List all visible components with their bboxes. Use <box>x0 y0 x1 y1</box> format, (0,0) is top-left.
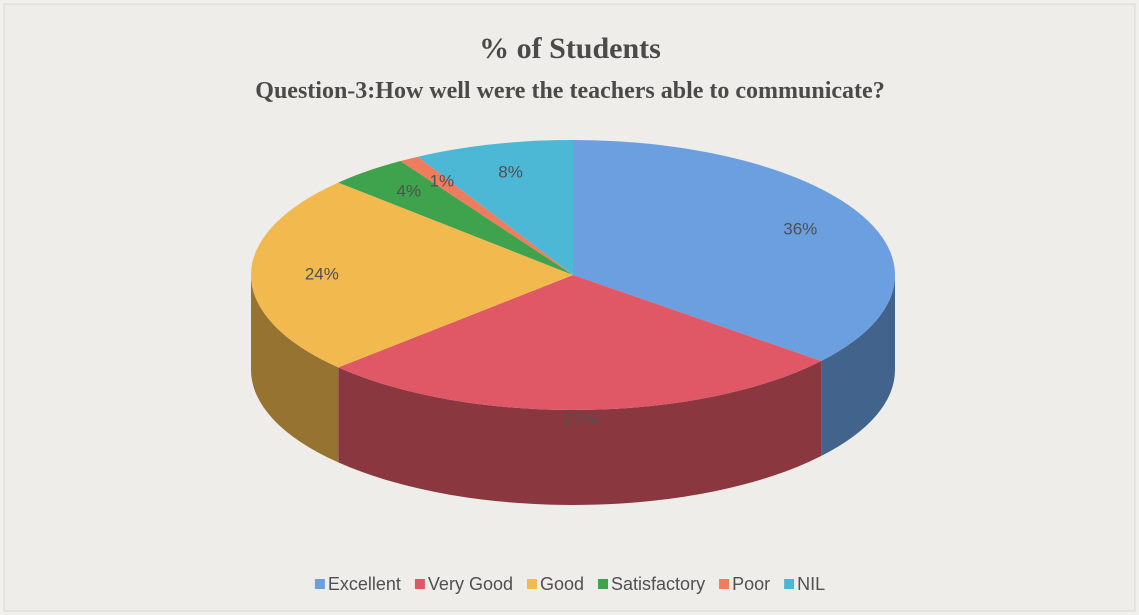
legend-swatch <box>784 579 795 589</box>
data-label: 27% <box>564 410 598 429</box>
data-label: 24% <box>305 264 339 283</box>
slice-side <box>251 275 339 463</box>
chart-subtitle: Question-3:How well were the teachers ab… <box>255 78 884 104</box>
slice <box>417 140 573 275</box>
legend-swatch <box>719 579 730 589</box>
legend-label: Very Good <box>428 574 513 594</box>
legend-swatch <box>598 579 609 589</box>
legend-label: Poor <box>732 574 770 594</box>
slice <box>400 156 573 275</box>
slice-side <box>338 361 822 506</box>
data-label: 36% <box>783 220 817 239</box>
data-label: 4% <box>397 181 422 200</box>
slice <box>338 275 822 411</box>
legend-label: Excellent <box>328 574 401 594</box>
chart-title: % of Students <box>479 32 661 65</box>
slice <box>338 161 573 275</box>
slice <box>250 182 573 368</box>
slice <box>573 140 895 362</box>
legend-label: Satisfactory <box>611 574 705 594</box>
legend-swatch <box>414 579 425 589</box>
legend-swatch <box>526 579 537 589</box>
legend-label: NIL <box>797 574 825 594</box>
slice-side <box>821 275 895 457</box>
legend-swatch <box>314 579 325 589</box>
legend: Excellent Very Good Good Satisfactory Poor NI… <box>314 574 825 594</box>
legend-label: Good <box>540 574 584 594</box>
data-label: 8% <box>498 162 523 181</box>
data-label: 1% <box>430 172 455 191</box>
